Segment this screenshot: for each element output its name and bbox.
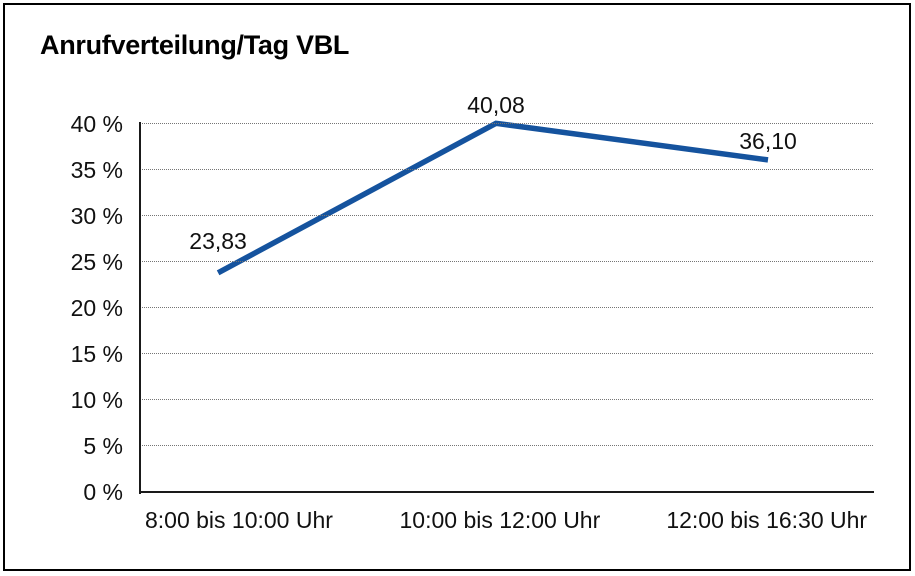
point-label: 36,10 [739,127,797,154]
gridline [140,353,873,354]
x-category-label: 8:00 bis 10:00 Uhr [144,507,333,533]
x-category-label: 12:00 bis 16:30 Uhr [666,507,868,533]
gridline [140,445,873,446]
gridline [140,307,873,308]
chart-title: Anrufverteilung/Tag VBL [40,30,350,60]
y-tick-label: 30 % [70,203,123,229]
y-tick-label: 15 % [70,341,123,367]
gridline [140,169,873,170]
data-line [216,120,769,276]
gridline [140,261,873,262]
y-tick-label: 35 % [70,157,123,183]
y-tick-label: 40 % [70,111,123,137]
y-tick-label: 25 % [70,249,123,275]
point-label: 40,08 [467,92,525,119]
gridline [140,399,873,400]
x-category-label: 10:00 bis 12:00 Uhr [399,507,601,533]
y-tick-label: 20 % [70,295,123,321]
y-axis [139,122,141,494]
point-label: 23,83 [189,227,247,254]
x-axis [139,491,874,493]
y-tick-label: 5 % [83,433,123,459]
gridline [140,215,873,216]
y-tick-label: 0 % [83,479,123,505]
gridline [140,123,873,124]
y-tick-label: 10 % [70,387,123,413]
